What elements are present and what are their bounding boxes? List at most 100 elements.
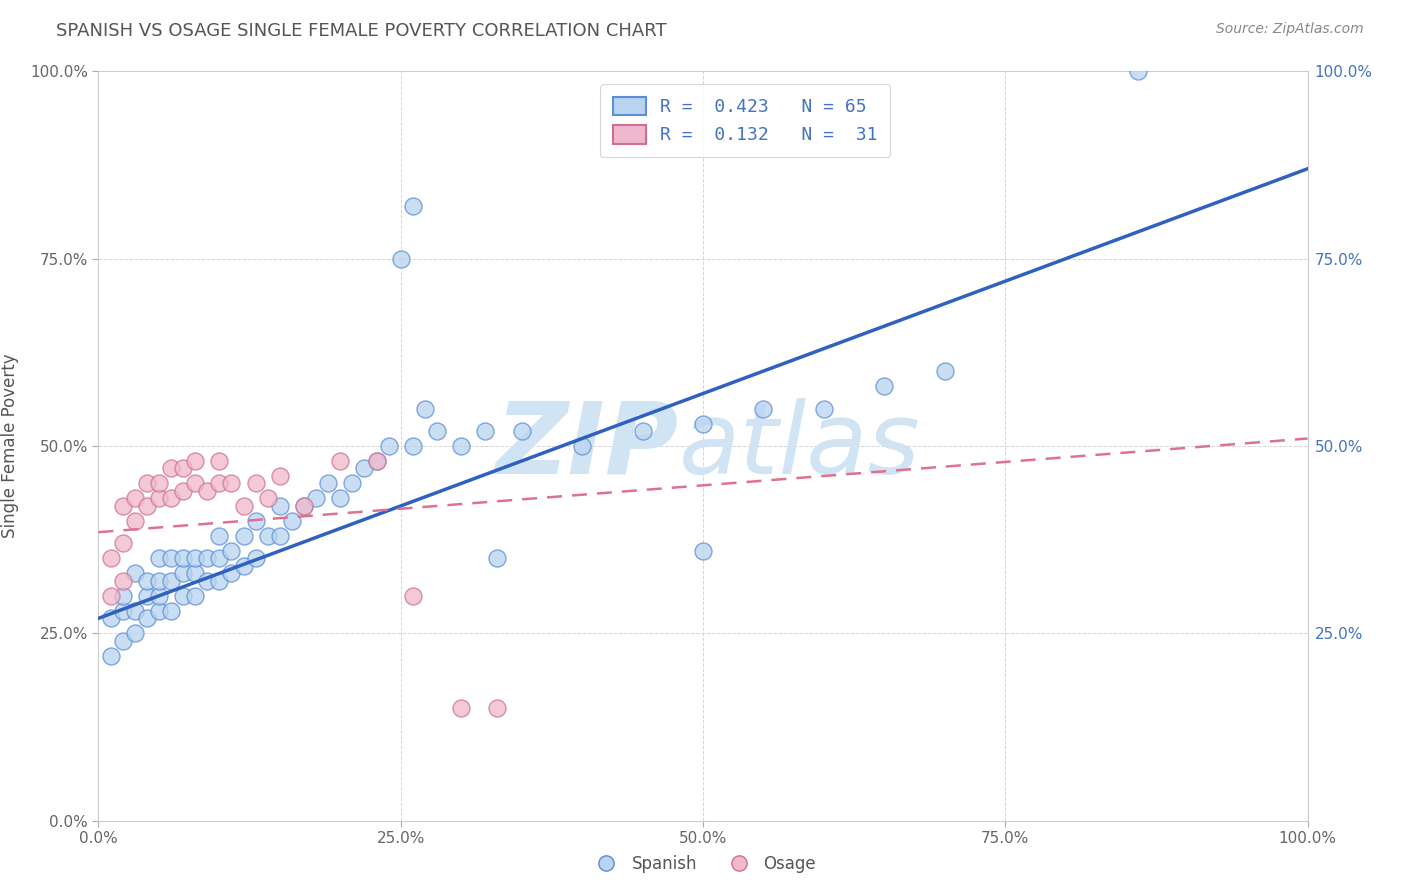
Point: [124, 604, 146, 618]
Point: [160, 604, 183, 618]
Point: [366, 454, 388, 468]
Text: Source: ZipAtlas.com: Source: ZipAtlas.com: [1216, 22, 1364, 37]
Point: [450, 439, 472, 453]
Point: [486, 551, 509, 566]
Point: [135, 476, 157, 491]
Point: [111, 536, 134, 550]
Point: [232, 499, 254, 513]
Point: [389, 252, 412, 266]
Point: [100, 589, 122, 603]
Point: [111, 589, 134, 603]
Point: [148, 551, 170, 566]
Point: [160, 551, 183, 566]
Point: [934, 364, 956, 378]
Point: [100, 648, 122, 663]
Point: [692, 544, 714, 558]
Point: [135, 499, 157, 513]
Point: [221, 476, 243, 491]
Point: [208, 574, 231, 588]
Legend: R =  0.423   N = 65, R =  0.132   N =  31: R = 0.423 N = 65, R = 0.132 N = 31: [600, 84, 890, 157]
Text: ZIP: ZIP: [496, 398, 679, 494]
Point: [124, 491, 146, 506]
Point: [402, 439, 425, 453]
Point: [377, 439, 399, 453]
Point: [172, 551, 194, 566]
Point: [329, 454, 352, 468]
Point: [184, 454, 207, 468]
Point: [256, 491, 278, 506]
Point: [208, 551, 231, 566]
Point: [292, 499, 315, 513]
Point: [195, 574, 218, 588]
Point: [245, 551, 267, 566]
Text: SPANISH VS OSAGE SINGLE FEMALE POVERTY CORRELATION CHART: SPANISH VS OSAGE SINGLE FEMALE POVERTY C…: [56, 22, 666, 40]
Point: [195, 483, 218, 498]
Point: [269, 529, 291, 543]
Point: [232, 558, 254, 573]
Point: [221, 544, 243, 558]
Point: [474, 424, 496, 438]
Point: [692, 417, 714, 431]
Point: [148, 604, 170, 618]
Point: [160, 461, 183, 475]
Point: [111, 604, 134, 618]
Point: [413, 401, 436, 416]
Point: [873, 379, 896, 393]
Point: [184, 566, 207, 581]
Point: [245, 514, 267, 528]
Point: [148, 476, 170, 491]
Point: [221, 566, 243, 581]
Text: atlas: atlas: [679, 398, 921, 494]
Point: [232, 529, 254, 543]
Point: [184, 476, 207, 491]
Point: [342, 476, 364, 491]
Point: [160, 491, 183, 506]
Point: [100, 551, 122, 566]
Point: [402, 589, 425, 603]
Point: [148, 574, 170, 588]
Point: [450, 701, 472, 715]
Point: [486, 701, 509, 715]
Point: [172, 483, 194, 498]
Y-axis label: Single Female Poverty: Single Female Poverty: [1, 354, 18, 538]
Point: [100, 611, 122, 625]
Point: [184, 551, 207, 566]
Point: [426, 424, 449, 438]
Point: [353, 461, 375, 475]
Point: [184, 589, 207, 603]
Point: [111, 574, 134, 588]
Legend: Spanish, Osage: Spanish, Osage: [583, 848, 823, 880]
Point: [172, 566, 194, 581]
Point: [752, 401, 775, 416]
Point: [631, 424, 654, 438]
Point: [172, 589, 194, 603]
Point: [305, 491, 328, 506]
Point: [813, 401, 835, 416]
Point: [160, 574, 183, 588]
Point: [256, 529, 278, 543]
Point: [281, 514, 304, 528]
Point: [124, 514, 146, 528]
Point: [208, 529, 231, 543]
Point: [208, 476, 231, 491]
Point: [510, 424, 533, 438]
Point: [135, 611, 157, 625]
Point: [329, 491, 352, 506]
Point: [111, 499, 134, 513]
Point: [172, 461, 194, 475]
Point: [148, 491, 170, 506]
Point: [111, 633, 134, 648]
Point: [366, 454, 388, 468]
Point: [135, 574, 157, 588]
Point: [135, 589, 157, 603]
Point: [316, 476, 339, 491]
Point: [571, 439, 593, 453]
Point: [245, 476, 267, 491]
Point: [292, 499, 315, 513]
Point: [402, 199, 425, 213]
Point: [124, 626, 146, 640]
Point: [269, 499, 291, 513]
Point: [269, 469, 291, 483]
Point: [124, 566, 146, 581]
Point: [208, 454, 231, 468]
